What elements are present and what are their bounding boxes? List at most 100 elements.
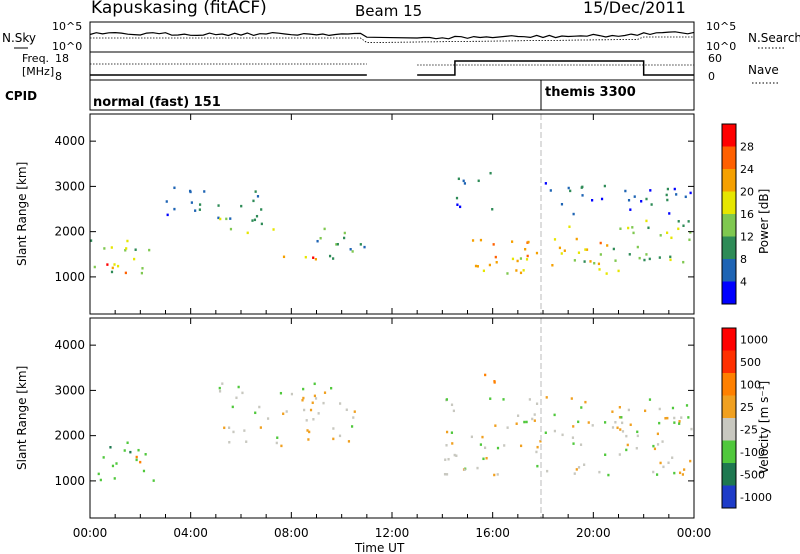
velocity-cell xyxy=(301,398,304,402)
power-cell xyxy=(682,224,685,227)
velocity-cell xyxy=(561,433,564,437)
velocity-cell xyxy=(652,444,655,448)
velocity-cell xyxy=(443,472,447,476)
velocity-cell xyxy=(618,416,622,419)
power-cell xyxy=(462,179,465,183)
power-cell xyxy=(689,191,692,195)
power-cell xyxy=(668,212,671,215)
velocity-cell xyxy=(607,473,610,477)
x-tick-label: 04:00 xyxy=(173,526,208,540)
power-cell xyxy=(617,269,620,273)
velocity-cell xyxy=(658,407,661,411)
power-cell xyxy=(599,241,602,245)
power-cell xyxy=(111,266,114,270)
velocity-y-ticks: 1000 2000 3000 4000 xyxy=(54,338,694,488)
power-cell xyxy=(650,203,653,206)
power-cell xyxy=(113,263,116,266)
freq-label-2: [MHz] xyxy=(22,65,54,78)
power-cell xyxy=(252,199,255,203)
velocity-cell xyxy=(453,453,456,457)
velocity-cell xyxy=(619,428,622,431)
power-cell xyxy=(343,236,346,240)
velocity-cell xyxy=(350,425,354,428)
power-cell xyxy=(567,186,570,190)
colorbar-tick-label: 24 xyxy=(740,163,754,176)
velocity-cell xyxy=(259,426,262,429)
velocity-colorbar: 1000 500 100 25 -25 -100 -500 -1000 xyxy=(721,327,772,509)
colorbar-tick-label: 500 xyxy=(740,356,761,369)
x-tick-label: 00:00 xyxy=(73,526,108,540)
velocity-cell xyxy=(545,396,548,399)
power-cell xyxy=(316,239,319,243)
power-cell xyxy=(256,195,260,198)
velocity-cell xyxy=(662,465,665,469)
velocity-cell xyxy=(635,446,638,450)
power-cell xyxy=(110,270,114,274)
power-cell xyxy=(688,238,691,242)
power-cell xyxy=(525,258,529,261)
y-tick-label: 1000 xyxy=(54,474,85,488)
velocity-cell xyxy=(481,435,484,439)
velocity-cell xyxy=(221,382,224,385)
velocity-cell xyxy=(99,478,102,482)
power-cell xyxy=(669,258,672,262)
noise-left-tick-top: 10^5 xyxy=(52,20,82,33)
power-cell xyxy=(526,254,529,258)
velocity-cell xyxy=(275,441,278,445)
power-cell xyxy=(581,194,584,197)
velocity-cell xyxy=(523,420,526,424)
velocity-cell xyxy=(308,430,311,434)
power-cell xyxy=(463,182,467,185)
power-cell xyxy=(492,243,495,246)
velocity-cell xyxy=(519,444,523,448)
colorbar-tick-label: 8 xyxy=(740,253,747,266)
colorbar-tick-label: 100 xyxy=(740,378,761,391)
power-cell xyxy=(645,197,648,201)
velocity-y-label: Slant Range [km] xyxy=(15,366,29,470)
power-cell xyxy=(666,187,669,191)
velocity-cell xyxy=(535,402,539,405)
colorbar-segment xyxy=(722,350,736,373)
power-cell xyxy=(627,198,631,202)
velocity-cell xyxy=(447,457,450,461)
power-cell xyxy=(647,226,650,230)
power-cell xyxy=(506,272,509,275)
power-cell xyxy=(489,171,492,175)
power-cell xyxy=(351,250,354,253)
colorbar-tick-label: -500 xyxy=(740,468,765,481)
power-cell xyxy=(677,227,680,231)
velocity-cell xyxy=(347,440,351,443)
power-cell xyxy=(488,263,491,267)
velocity-cell xyxy=(231,405,234,409)
power-cell xyxy=(134,248,137,251)
power-cell xyxy=(628,253,631,256)
power-cell xyxy=(535,251,539,255)
velocity-cell xyxy=(280,444,283,448)
power-cell xyxy=(665,231,669,235)
y-tick-label: 4000 xyxy=(54,338,85,352)
nave-line xyxy=(90,63,694,66)
power-cell xyxy=(126,239,129,243)
power-colorbar: 4 8 12 16 20 24 28 xyxy=(721,123,754,305)
velocity-cell xyxy=(673,416,676,420)
velocity-cell xyxy=(626,443,629,447)
power-cell xyxy=(551,263,554,267)
colorbar-tick-label: -1000 xyxy=(740,491,772,504)
power-cell xyxy=(560,202,564,206)
power-cell xyxy=(255,214,259,218)
colorbar-segment xyxy=(722,485,736,508)
velocity-cell xyxy=(533,419,536,422)
velocity-cell xyxy=(502,398,505,401)
velocity-cell xyxy=(678,471,682,475)
velocity-cell xyxy=(142,469,146,473)
velocity-cell xyxy=(302,387,305,391)
noise-panel: N.Sky 10^5 10^0 10^5 10^0 N.Search xyxy=(2,20,800,53)
power-cell xyxy=(110,246,113,249)
power-cell xyxy=(633,195,636,198)
velocity-cell xyxy=(137,448,140,452)
time-axis-label: Time UT xyxy=(354,541,405,554)
power-cell xyxy=(558,246,562,250)
power-cell xyxy=(553,238,557,241)
velocity-cell xyxy=(309,408,313,412)
velocity-cell xyxy=(345,408,348,412)
